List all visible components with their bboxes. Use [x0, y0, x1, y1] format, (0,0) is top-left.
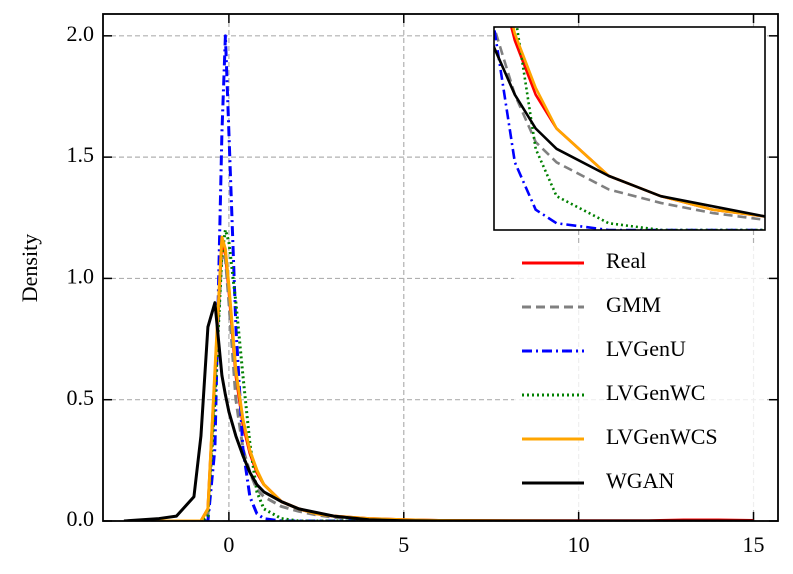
inset-background	[494, 27, 765, 230]
x-tick-label: 0	[223, 532, 234, 557]
legend-label: LVGenWCS	[606, 424, 718, 449]
y-tick-label: 2.0	[67, 21, 95, 46]
x-tick-label: 15	[743, 532, 765, 557]
y-tick-label: 0.5	[67, 385, 95, 410]
y-tick-label: 1.0	[67, 263, 95, 288]
plot-frame	[102, 13, 779, 522]
series-line	[123, 34, 754, 521]
legend-background	[514, 243, 764, 507]
legend-label: WGAN	[606, 468, 675, 493]
inset-frame	[493, 26, 766, 231]
series-line	[123, 301, 754, 521]
legend-label: Real	[606, 248, 646, 273]
series-line	[123, 228, 754, 521]
legend-label: GMM	[606, 292, 661, 317]
series-line	[494, 27, 765, 222]
series-line	[123, 252, 754, 521]
series-line	[510, 27, 765, 218]
legend-label: LVGenWC	[606, 380, 705, 405]
x-tick-label: 10	[568, 532, 590, 557]
legend-label: LVGenU	[606, 336, 686, 361]
y-tick-label: 0.0	[67, 506, 95, 531]
series-line	[511, 27, 765, 218]
y-axis-label: Density	[17, 234, 42, 302]
series-line	[494, 43, 765, 218]
x-tick-label: 5	[398, 532, 409, 557]
y-tick-label: 1.5	[67, 142, 95, 167]
